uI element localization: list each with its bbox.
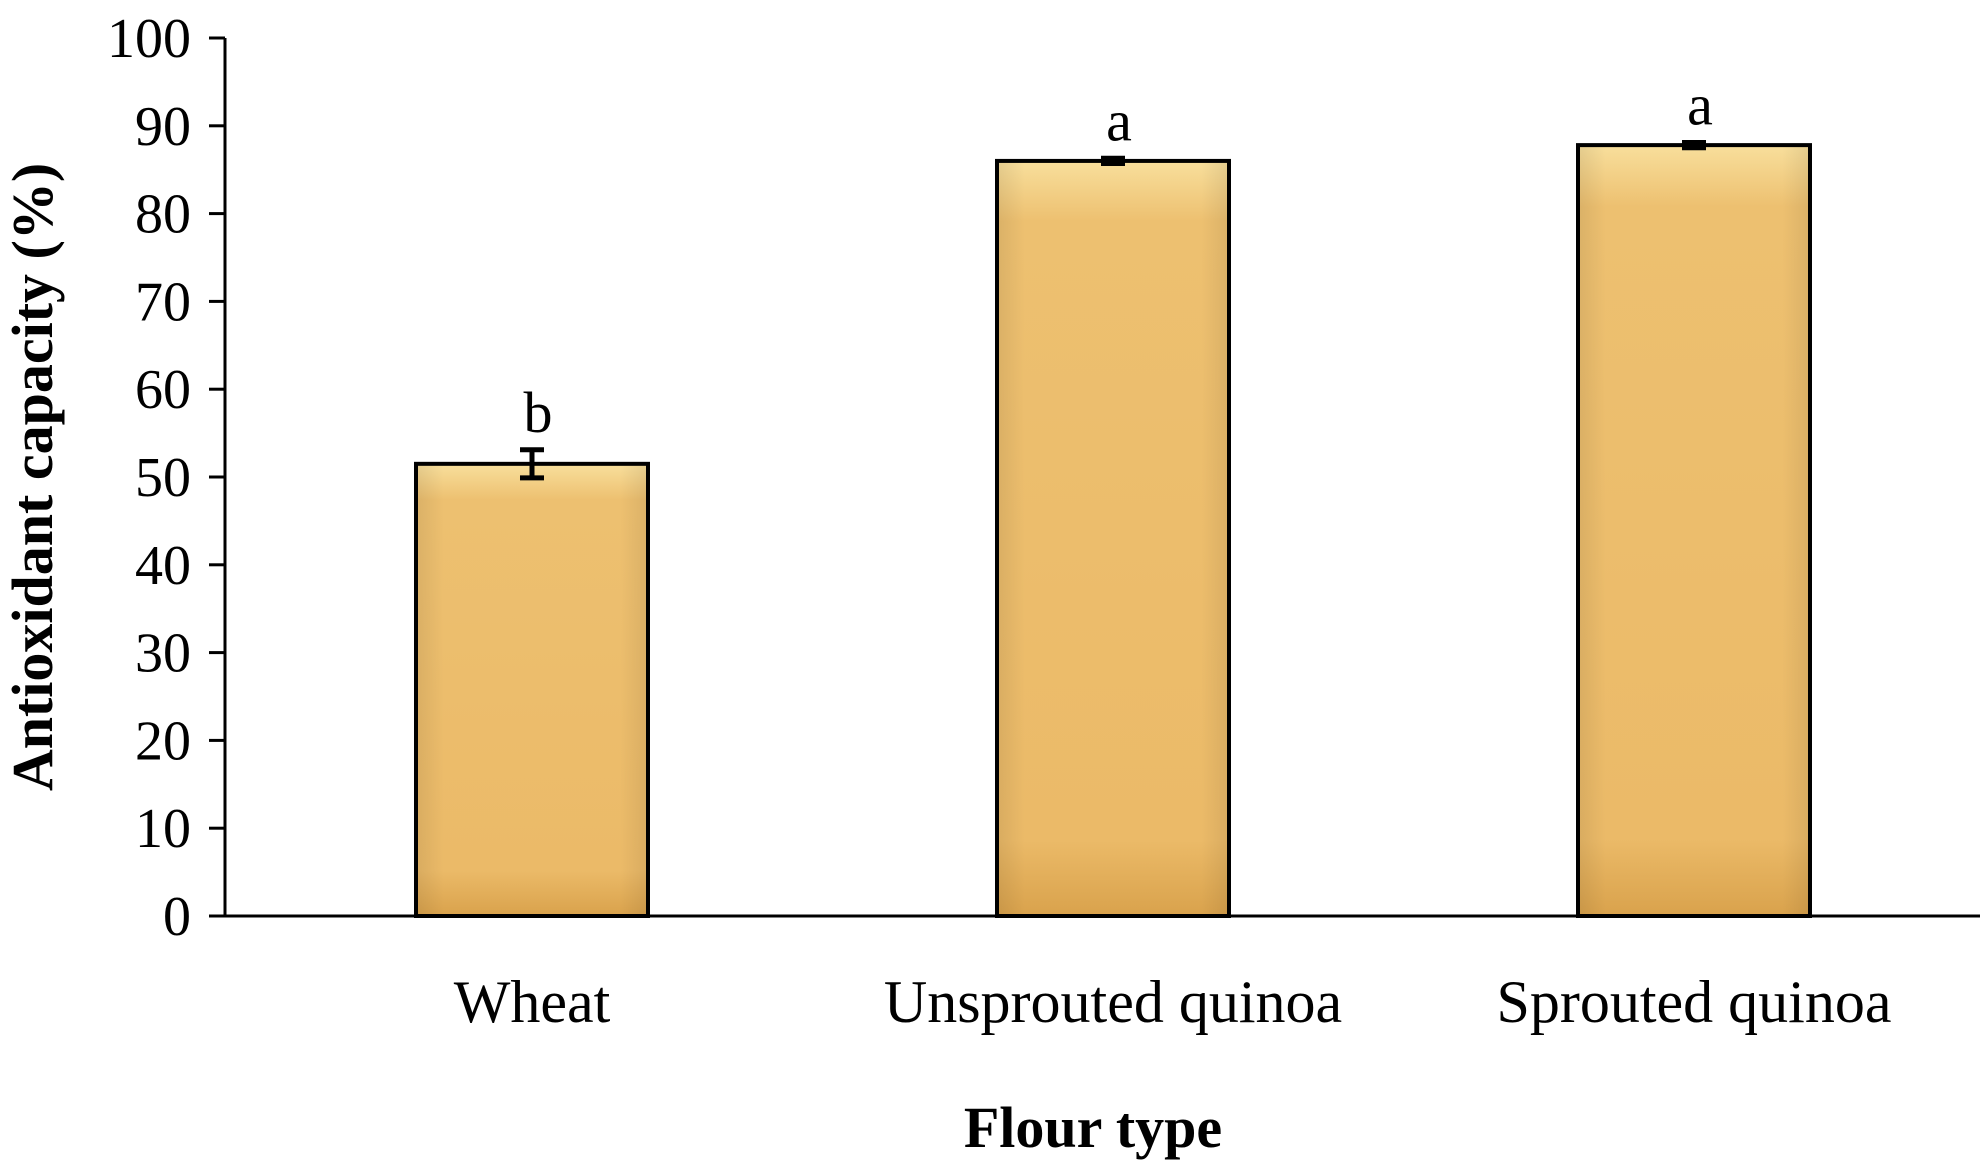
y-tick-label: 80 [135, 184, 191, 246]
significance-labels-group: b a a [524, 72, 1713, 444]
x-category-label: Sprouted quinoa [1497, 969, 1892, 1035]
error-bars-group [520, 139, 1706, 481]
y-tick-label: 100 [107, 8, 191, 70]
bar-shading [416, 463, 648, 916]
y-tick-label: 0 [163, 886, 191, 948]
significance-label: a [1106, 88, 1132, 153]
y-tick-label: 60 [135, 359, 191, 421]
y-tick-label: 40 [135, 535, 191, 597]
y-axis-title: Antioxidant capacity (%) [0, 163, 65, 791]
y-tick-label: 90 [135, 96, 191, 158]
y-axis-ticks: 0 10 20 30 40 50 60 70 80 90 100 [107, 8, 225, 948]
bar-shading [997, 160, 1229, 917]
x-axis-labels: Wheat Unsprouted quinoa Sprouted quinoa [454, 969, 1892, 1035]
y-tick-label: 30 [135, 623, 191, 685]
significance-label: a [1687, 72, 1713, 137]
x-category-label: Wheat [454, 969, 611, 1035]
x-axis-title: Flour type [964, 1095, 1222, 1160]
y-tick-label: 50 [135, 447, 191, 509]
y-tick-label: 20 [135, 710, 191, 772]
bars-group [414, 143, 1812, 919]
x-category-label: Unsprouted quinoa [884, 969, 1342, 1035]
y-tick-label: 10 [135, 798, 191, 860]
y-tick-label: 70 [135, 271, 191, 333]
bar-shading [1578, 145, 1810, 917]
significance-label: b [524, 380, 553, 445]
